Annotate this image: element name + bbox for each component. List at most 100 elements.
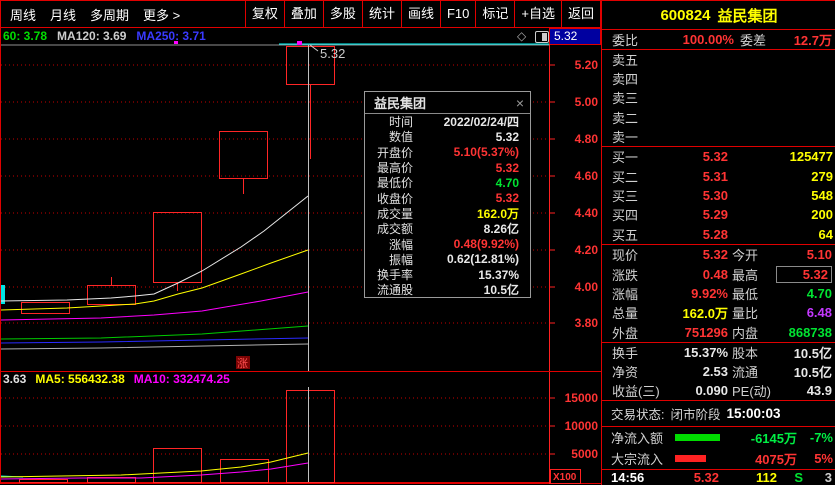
period-tab[interactable]: 更多 >: [143, 7, 181, 23]
toolbar-button[interactable]: 复权: [244, 1, 284, 27]
flow-bar-fill: [675, 434, 720, 441]
period-tab[interactable]: 周线: [10, 7, 37, 23]
flow-value: -6145万: [750, 431, 797, 446]
bid-price: 5.31: [702, 168, 728, 184]
bid-level-label: 买一: [612, 150, 639, 166]
ask-row[interactable]: 卖三: [612, 88, 835, 107]
info-label-2: 量比: [732, 306, 759, 322]
stats-value-1: 2.53: [702, 364, 728, 379]
volume-bar: [220, 459, 269, 483]
toolbar-button[interactable]: +自选: [514, 1, 561, 27]
tooltip-row-label: 收盘价: [376, 191, 413, 206]
weicha-label: 委差: [740, 33, 767, 48]
ma-legend-item: MA120: 3.69: [57, 29, 127, 43]
toolbar-button[interactable]: 返回: [560, 1, 600, 27]
volume-axis-label: 10000: [565, 419, 599, 433]
info-value-2: 5.10: [806, 247, 832, 263]
bid-row[interactable]: 买二 5.31 279: [612, 166, 835, 185]
ma-line-MA10: [1, 249, 309, 311]
tooltip-row-label: 开盘价: [376, 145, 413, 160]
stats-row: 收益(三) 0.090 PE(动) 43.9: [612, 381, 835, 400]
tooltip-row-value: 5.10(5.37%): [453, 145, 519, 160]
tooltip-row: 最低价 4.70: [365, 175, 530, 191]
kline-chart[interactable]: 5.20 5.00 4.80 4.60 4.40 4.20 4.00 3.80 15000 100…: [1, 41, 601, 485]
bid-volume: 548: [811, 187, 833, 203]
tooltip-row-label: 流通股: [376, 283, 413, 298]
toolbar-button[interactable]: 多股: [322, 1, 362, 27]
tooltip-row: 成交额 8.26亿: [365, 221, 530, 236]
marker-dot: [174, 41, 178, 44]
stats-value-2: 43.9: [806, 383, 832, 398]
stats-label-1: 收益(三): [612, 384, 660, 399]
vol-legend-close: 3.63: [3, 372, 27, 386]
vol-ma-line-MA5: [1, 452, 309, 478]
tooltip-row-value: 5.32: [495, 160, 519, 175]
quote-info-row: 现价 5.32 今开 5.10: [612, 245, 835, 264]
stats-value-2: 10.5亿: [793, 346, 832, 361]
info-value-1: 162.0万: [682, 306, 728, 322]
vol-legend-ma10: MA10: 332474.25: [133, 372, 230, 386]
diamond-icon[interactable]: ◇: [517, 29, 527, 43]
candle-body: [219, 131, 268, 179]
stats-label-2: PE(动): [732, 384, 772, 399]
toolbar-button[interactable]: F10: [439, 1, 475, 27]
tooltip-row-value: 5.32: [495, 129, 519, 144]
bid-row[interactable]: 买三 5.30 548: [612, 186, 835, 205]
status-phase: 闭市阶段: [670, 408, 721, 422]
info-value-1: 751296: [684, 324, 728, 340]
ask-row[interactable]: 卖二: [612, 108, 835, 127]
tooltip-row-value: 0.62(12.81%): [446, 252, 519, 267]
tape-row[interactable]: 14:56 5.32 112 S 3: [602, 470, 835, 485]
tooltip-row-value: 2022/02/24/四: [443, 115, 519, 130]
panel-toggle-icon[interactable]: [535, 31, 549, 43]
period-tab[interactable]: 多周期: [90, 7, 130, 23]
zhang-marker-bg: [236, 356, 250, 369]
price-axis-label: 4.60: [575, 169, 599, 183]
volume-bar: [87, 477, 136, 483]
stats-value-1: 0.090: [695, 383, 728, 398]
weibi-row: 委比 100.00% 委差 12.7万: [602, 30, 835, 50]
flow-bar: [675, 434, 727, 441]
bid-row[interactable]: 买四 5.29 200: [612, 205, 835, 224]
ma-legend-item: 60: 3.78: [3, 29, 48, 43]
price-axis-label: 5.20: [575, 58, 599, 72]
bid-level-label: 买五: [612, 227, 639, 243]
bid-row[interactable]: 买一 5.32 125477: [612, 147, 835, 166]
ask-level-label: 卖三: [612, 91, 639, 107]
period-tab[interactable]: 月线: [50, 7, 77, 23]
quote-info-row: 涨幅 9.92% 最低 4.70: [612, 284, 835, 303]
bid-volume: 125477: [789, 149, 833, 165]
weibi-value: 100.00%: [682, 32, 734, 47]
ma-line-MA60: [1, 325, 309, 340]
status-time: 15:00:03: [726, 406, 781, 421]
close-icon[interactable]: ×: [515, 94, 524, 111]
stock-code: 600824: [660, 6, 711, 24]
tooltip-row-label: 成交量: [376, 206, 413, 221]
ask-row[interactable]: 卖一: [612, 127, 835, 146]
bid-price: 5.30: [702, 187, 728, 203]
toolbar-button[interactable]: 标记: [475, 1, 514, 27]
candles: [21, 46, 335, 314]
tooltip-row-value: 15.37%: [478, 267, 519, 282]
tooltip-row: 最高价 5.32: [365, 160, 530, 176]
bid-row[interactable]: 买五 5.28 64: [612, 225, 835, 244]
ask-level-label: 卖五: [612, 53, 639, 69]
tooltip-row-value: 162.0万: [476, 206, 519, 221]
stats-label-2: 流通: [732, 365, 759, 380]
info-value-2: 5.32: [776, 265, 832, 283]
flow-bar-fill: [675, 455, 706, 462]
candle-body: [87, 285, 136, 305]
toolbar-button[interactable]: 叠加: [283, 1, 323, 27]
tooltip-title: 益民集团: [374, 96, 427, 111]
toolbar-button[interactable]: 画线: [400, 1, 440, 27]
quote-info-row: 涨跌 0.48 最高 5.32: [612, 264, 835, 283]
bid-level-label: 买二: [612, 169, 639, 185]
ask-row[interactable]: 卖五: [612, 50, 835, 69]
info-label-1: 涨跌: [612, 267, 639, 283]
tooltip-row-value: 10.5亿: [483, 283, 519, 298]
toolbar-button[interactable]: 统计: [361, 1, 401, 27]
stock-header: 600824 益民集团: [602, 1, 835, 30]
bid-price: 5.32: [702, 149, 728, 165]
info-label-2: 内盘: [732, 325, 759, 341]
ask-row[interactable]: 卖四: [612, 69, 835, 88]
